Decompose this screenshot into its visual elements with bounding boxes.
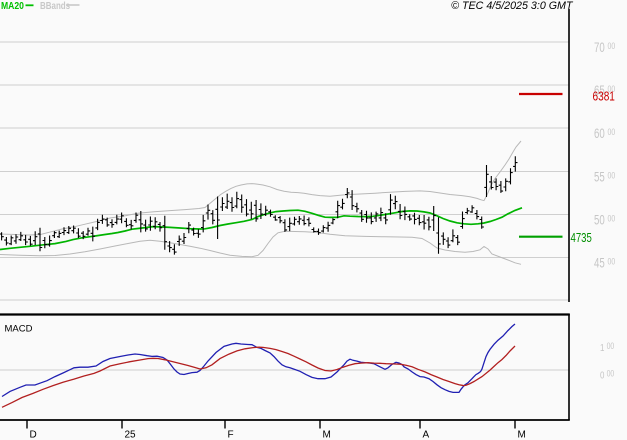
svg-text:D: D — [30, 430, 37, 440]
svg-text:MA20: MA20 — [1, 0, 24, 12]
svg-text:00: 00 — [608, 126, 616, 137]
svg-text:F: F — [228, 430, 234, 440]
svg-text:00: 00 — [607, 369, 615, 379]
svg-text:M: M — [323, 430, 331, 440]
svg-text:70: 70 — [594, 41, 605, 56]
svg-text:6381: 6381 — [593, 90, 615, 103]
svg-text:© TEC 4/5/2025 3:0 GMT: © TEC 4/5/2025 3:0 GMT — [451, 0, 574, 12]
svg-text:60: 60 — [594, 127, 605, 142]
svg-text:00: 00 — [608, 83, 616, 94]
svg-text:55: 55 — [594, 170, 605, 185]
svg-text:00: 00 — [608, 255, 616, 266]
svg-text:00: 00 — [608, 169, 616, 180]
svg-text:0: 0 — [600, 369, 604, 380]
svg-text:M: M — [518, 430, 526, 440]
svg-text:45: 45 — [594, 256, 605, 271]
svg-text:00: 00 — [607, 341, 615, 351]
svg-text:MACD: MACD — [5, 324, 33, 335]
svg-text:65: 65 — [594, 84, 605, 99]
svg-text:00: 00 — [608, 40, 616, 51]
svg-text:4735: 4735 — [571, 232, 592, 246]
svg-text:00: 00 — [608, 212, 616, 223]
svg-text:A: A — [423, 430, 430, 440]
svg-text:1: 1 — [600, 342, 604, 353]
svg-text:50: 50 — [594, 213, 605, 228]
svg-text:25: 25 — [125, 430, 137, 440]
svg-text:BBands: BBands — [40, 0, 70, 11]
